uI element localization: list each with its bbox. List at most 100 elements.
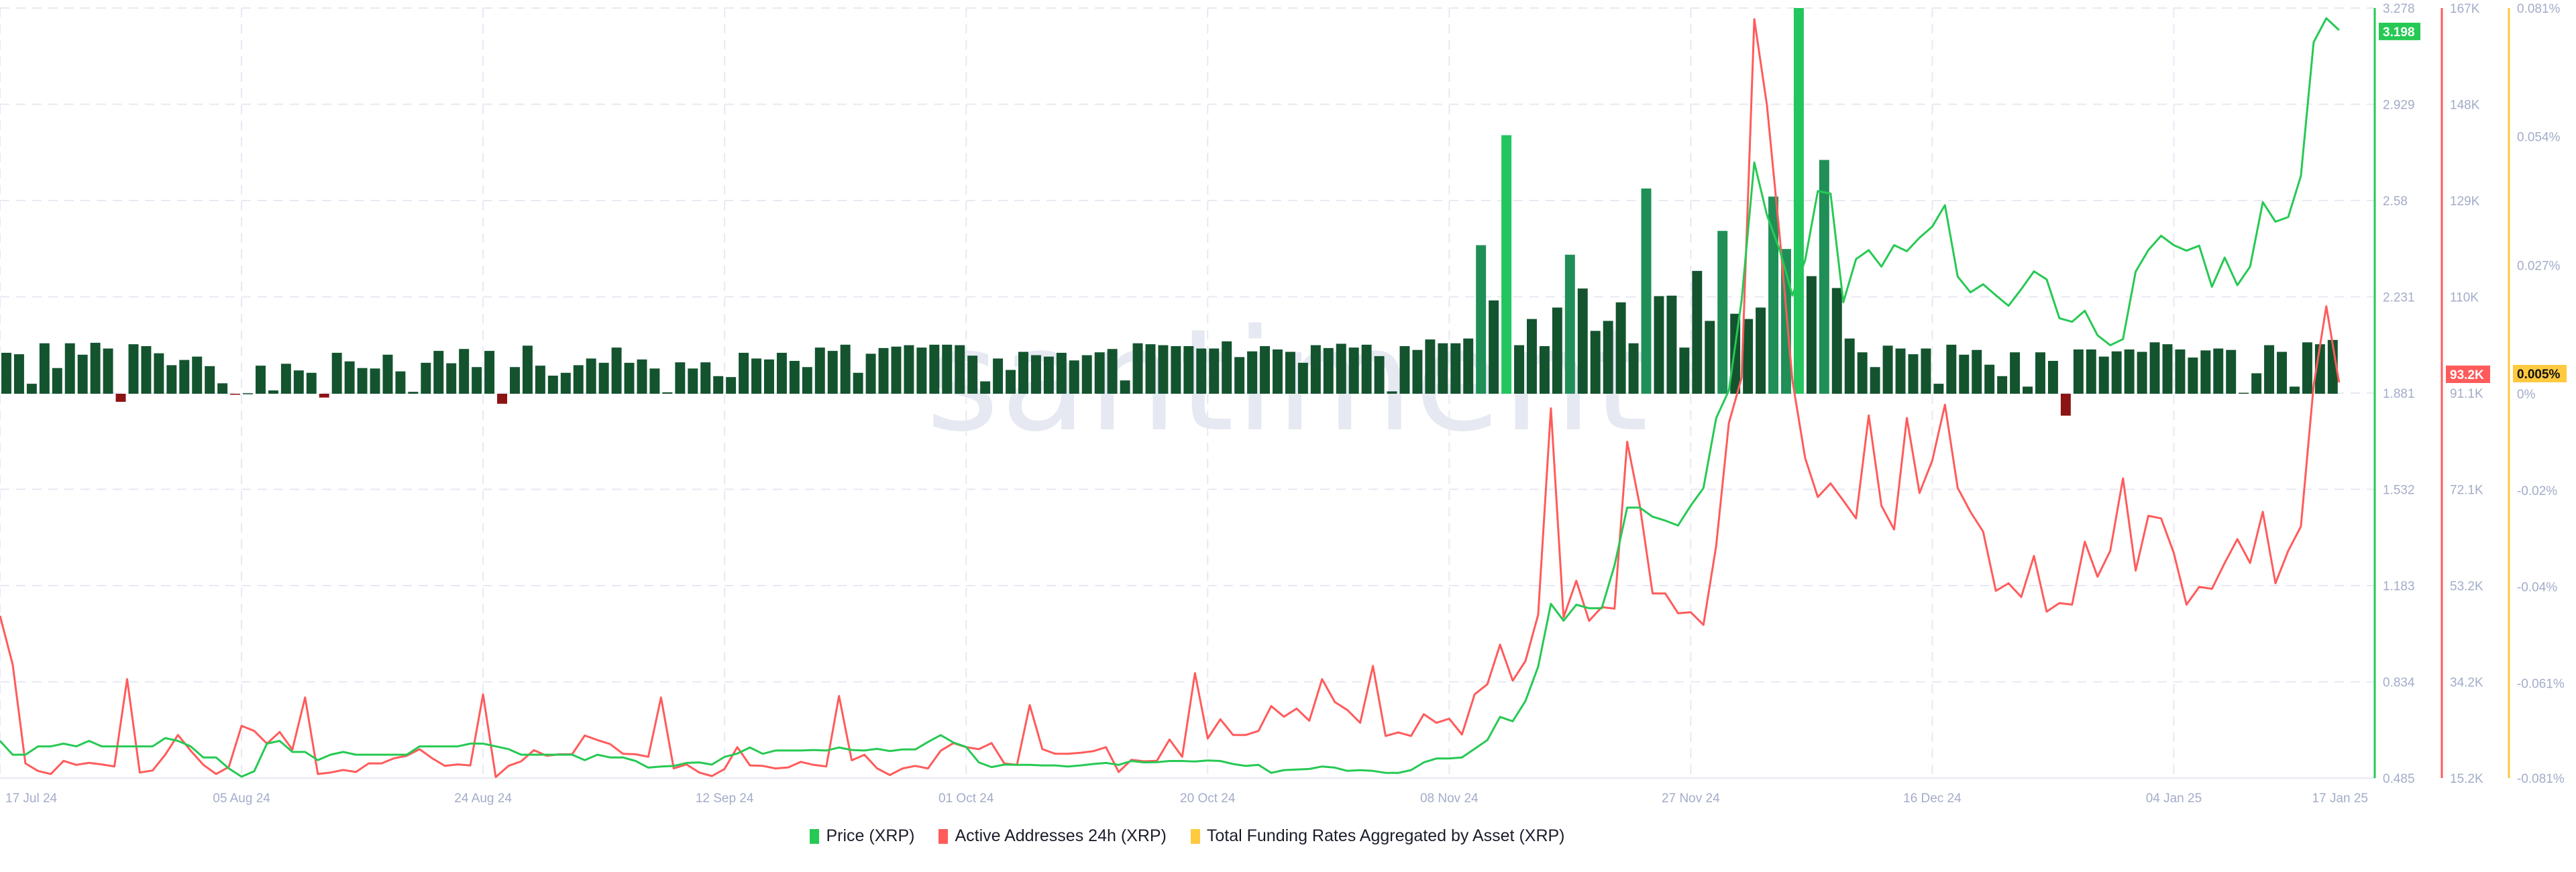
funding-rate-bar[interactable] xyxy=(382,354,393,394)
funding-rate-bar[interactable] xyxy=(1857,352,1868,394)
funding-rate-bar[interactable] xyxy=(1043,356,1054,394)
funding-rate-bar[interactable] xyxy=(1743,319,1754,394)
funding-rate-bar[interactable] xyxy=(637,359,647,394)
funding-rate-bar[interactable] xyxy=(1705,321,1715,394)
funding-rate-bar[interactable] xyxy=(814,347,825,394)
funding-rate-bar[interactable] xyxy=(1209,348,1220,394)
funding-rate-bar[interactable] xyxy=(1006,370,1016,394)
funding-rate-bar[interactable] xyxy=(1984,364,1995,394)
funding-rate-bar[interactable] xyxy=(1590,331,1601,394)
funding-rate-bar[interactable] xyxy=(789,361,800,394)
funding-rate-bar[interactable] xyxy=(713,376,724,394)
funding-rate-bar[interactable] xyxy=(1641,188,1652,394)
funding-rate-bar[interactable] xyxy=(1679,347,1690,394)
funding-rate-bar[interactable] xyxy=(472,367,482,394)
funding-rate-bar[interactable] xyxy=(1577,288,1588,394)
funding-rate-bar[interactable] xyxy=(306,372,317,394)
legend-item-active-addresses[interactable]: Active Addresses 24h (XRP) xyxy=(938,826,1167,846)
funding-rate-bar[interactable] xyxy=(319,394,329,398)
funding-rate-bar[interactable] xyxy=(1081,355,1092,394)
funding-rate-bar[interactable] xyxy=(459,349,470,394)
price-line[interactable] xyxy=(0,17,2340,778)
funding-rate-bar[interactable] xyxy=(1921,348,1931,394)
funding-rate-bar[interactable] xyxy=(776,352,787,394)
funding-rate-bar[interactable] xyxy=(1615,302,1626,394)
funding-rate-bar[interactable] xyxy=(90,343,101,394)
funding-rate-bar[interactable] xyxy=(535,366,545,394)
funding-rate-bar[interactable] xyxy=(2226,349,2237,394)
funding-rate-bar[interactable] xyxy=(446,363,457,394)
funding-rate-bar[interactable] xyxy=(64,343,75,394)
funding-rate-bar[interactable] xyxy=(77,354,88,394)
funding-rate-bar[interactable] xyxy=(1717,231,1728,394)
funding-rate-bar[interactable] xyxy=(280,364,291,394)
funding-rate-bar[interactable] xyxy=(1336,343,1346,394)
funding-rate-bar[interactable] xyxy=(408,392,419,394)
funding-rate-bar[interactable] xyxy=(2149,342,2160,394)
funding-rate-bar[interactable] xyxy=(2277,351,2287,394)
funding-rate-bar[interactable] xyxy=(1793,8,1804,394)
funding-rate-bar[interactable] xyxy=(726,377,737,394)
funding-rate-bar[interactable] xyxy=(1247,351,1258,394)
funding-rate-bar[interactable] xyxy=(1450,343,1461,394)
funding-rate-bar[interactable] xyxy=(2098,356,2109,394)
funding-rate-bar[interactable] xyxy=(2073,349,2084,394)
funding-rate-bar[interactable] xyxy=(26,384,37,394)
funding-rate-bar[interactable] xyxy=(1183,346,1194,394)
funding-rate-bar[interactable] xyxy=(1666,295,1677,394)
funding-rate-bar[interactable] xyxy=(1756,307,1766,394)
funding-rate-bar[interactable] xyxy=(2213,348,2224,394)
funding-rate-bar[interactable] xyxy=(370,368,380,394)
funding-rate-bar[interactable] xyxy=(1489,300,1499,394)
funding-rate-bar[interactable] xyxy=(510,367,520,394)
funding-rate-bar[interactable] xyxy=(39,343,50,394)
funding-rate-bar[interactable] xyxy=(205,366,215,394)
funding-rate-bar[interactable] xyxy=(1018,351,1028,394)
funding-rate-bar[interactable] xyxy=(166,365,177,394)
funding-rate-bar[interactable] xyxy=(1806,276,1817,394)
funding-rate-bar[interactable] xyxy=(154,353,164,394)
funding-rate-bar[interactable] xyxy=(2188,358,2198,394)
funding-rate-bar[interactable] xyxy=(586,358,596,394)
funding-rate-bar[interactable] xyxy=(1997,376,2008,394)
funding-rate-bar[interactable] xyxy=(649,368,660,394)
funding-rate-bar[interactable] xyxy=(344,361,355,394)
funding-rate-bar[interactable] xyxy=(2239,392,2249,394)
funding-rate-bar[interactable] xyxy=(751,358,761,394)
funding-rate-bar[interactable] xyxy=(2162,344,2173,394)
funding-rate-bar[interactable] xyxy=(1564,254,1575,394)
funding-rate-bar[interactable] xyxy=(421,362,431,394)
funding-rate-bar[interactable] xyxy=(357,368,368,394)
funding-rate-bar[interactable] xyxy=(1323,347,1334,394)
funding-rate-bar[interactable] xyxy=(675,362,686,394)
funding-rate-bar[interactable] xyxy=(1387,391,1397,394)
funding-rate-bar[interactable] xyxy=(103,348,113,394)
funding-rate-bar[interactable] xyxy=(1501,135,1512,394)
funding-rate-bar[interactable] xyxy=(967,356,978,394)
funding-rate-bar[interactable] xyxy=(484,351,495,394)
funding-rate-bar[interactable] xyxy=(1132,343,1143,394)
funding-rate-bar[interactable] xyxy=(1972,349,1982,394)
funding-rate-bar[interactable] xyxy=(1285,351,1295,394)
funding-rate-bar[interactable] xyxy=(2251,373,2262,394)
funding-rate-bar[interactable] xyxy=(1260,346,1270,394)
funding-rate-bar[interactable] xyxy=(497,394,507,404)
funding-rate-bar[interactable] xyxy=(929,344,940,394)
funding-rate-bar[interactable] xyxy=(1145,344,1156,394)
funding-rate-bar[interactable] xyxy=(115,394,126,402)
funding-rate-bar[interactable] xyxy=(955,345,965,394)
funding-rate-bar[interactable] xyxy=(1030,355,1041,394)
funding-rate-bar[interactable] xyxy=(1297,362,1308,394)
funding-rate-bar[interactable] xyxy=(2047,361,2058,394)
funding-rate-bar[interactable] xyxy=(256,366,266,394)
funding-rate-bar[interactable] xyxy=(1628,343,1639,394)
funding-rate-bar[interactable] xyxy=(1552,307,1562,394)
funding-rate-bar[interactable] xyxy=(268,390,278,394)
funding-rate-bar[interactable] xyxy=(141,346,152,394)
funding-rate-bar[interactable] xyxy=(2302,342,2312,394)
funding-rate-bar[interactable] xyxy=(230,394,241,395)
funding-rate-bar[interactable] xyxy=(2290,386,2300,394)
funding-rate-bar[interactable] xyxy=(2010,352,2021,394)
funding-rate-bar[interactable] xyxy=(1094,352,1105,394)
